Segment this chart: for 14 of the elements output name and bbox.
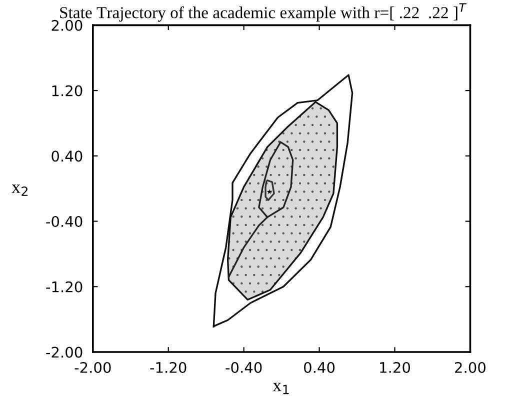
y-tick-label: 2.00 bbox=[52, 20, 82, 31]
y-tick-label: 0.40 bbox=[52, 150, 82, 162]
x-tick-label: -2.00 bbox=[74, 362, 111, 374]
y-tick-label: -1.20 bbox=[46, 281, 82, 292]
y-tick-label: 1.20 bbox=[52, 85, 82, 96]
x-tick-label: 1.20 bbox=[380, 362, 410, 374]
x-axis-title: x$_{1}$ bbox=[272, 382, 289, 394]
y-tick-label: -2.00 bbox=[46, 346, 82, 358]
x-tick-label: 0.40 bbox=[304, 362, 335, 374]
x-tick-label: -0.40 bbox=[226, 362, 262, 374]
y-tick-label: -0.40 bbox=[46, 216, 82, 228]
y-axis-title: x$_{2}$ bbox=[12, 184, 28, 196]
x-tick-label: 2.00 bbox=[455, 362, 486, 374]
x-tick-label: -1.20 bbox=[150, 362, 186, 374]
